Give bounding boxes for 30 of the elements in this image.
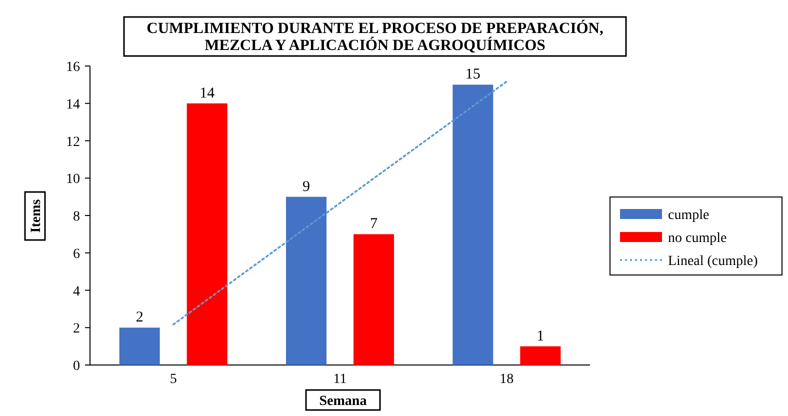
data-label: 7 — [370, 216, 378, 232]
bar — [186, 103, 228, 365]
y-tick-label: 8 — [73, 210, 80, 224]
x-tick-label: 5 — [170, 372, 177, 387]
bar — [520, 346, 561, 365]
data-label: 14 — [200, 85, 216, 102]
legend-label: Lineal (cumple) — [668, 254, 758, 269]
y-tick-label: 6 — [73, 246, 80, 262]
y-tick-label: 10 — [66, 172, 80, 188]
legend-label: cumple — [668, 208, 710, 223]
data-label: 9 — [302, 178, 310, 195]
y-tick-label: 0 — [73, 359, 80, 374]
data-label: 2 — [136, 310, 144, 326]
y-tick-label: 14 — [66, 97, 80, 112]
y-tick-label: 12 — [66, 134, 80, 150]
data-label: 1 — [536, 328, 544, 344]
bar — [452, 84, 494, 365]
x-tick-label: 18 — [500, 372, 514, 387]
chart-title: CUMPLIMIENTO DURANTE EL PROCESO DE PREPARACIÓN, MEZCLA Y APLICACIÓN DE AGROQUÍMICOS — [146, 19, 604, 54]
bar — [286, 196, 326, 365]
y-axis-title: Items — [29, 198, 44, 233]
data-label: 15 — [465, 66, 480, 83]
y-tick-label: 4 — [73, 284, 80, 300]
bar — [354, 234, 394, 365]
legend-label: no cumple — [668, 231, 727, 246]
x-tick-label: 11 — [333, 372, 347, 387]
y-tick-label: 2 — [73, 322, 80, 337]
x-axis-title: Semana — [319, 394, 367, 409]
y-tick-label: 16 — [66, 60, 80, 75]
bar — [119, 328, 160, 365]
